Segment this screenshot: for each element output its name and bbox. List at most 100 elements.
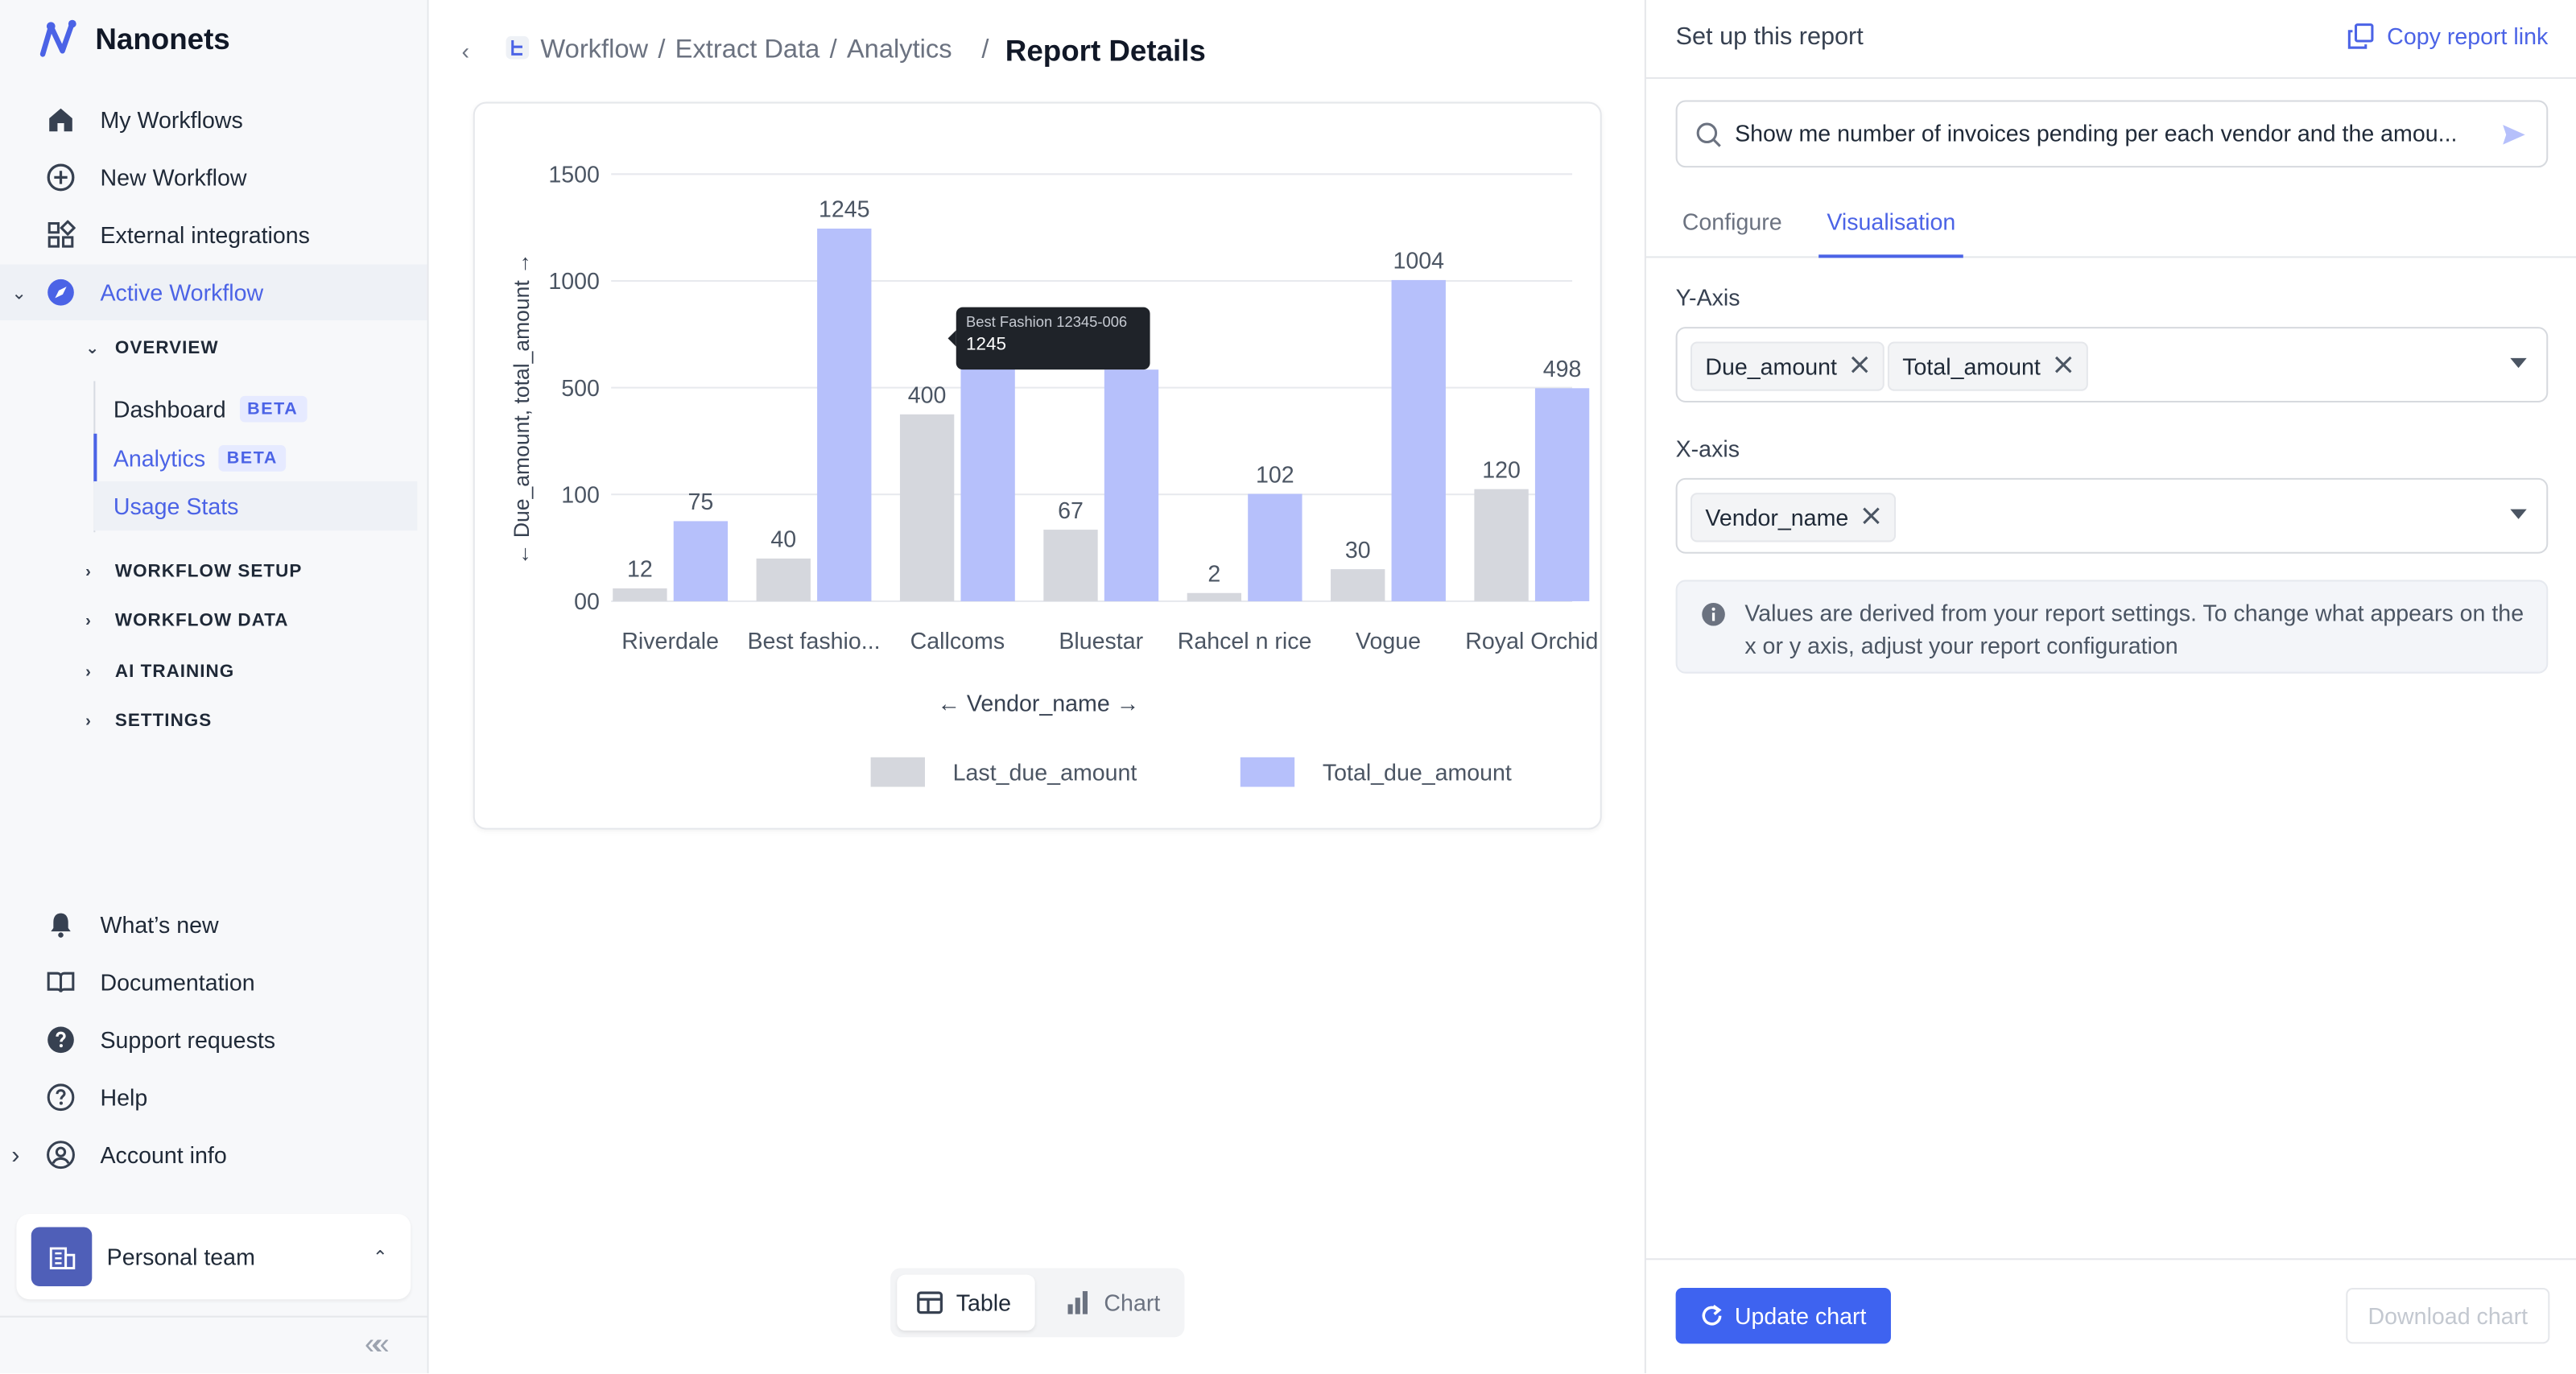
nav-label: My Workflows (100, 106, 243, 134)
query-text: Show me number of invoices pending per e… (1735, 119, 2458, 146)
legend-label: Last_due_amount (953, 760, 1137, 786)
bar-total-due-amount (817, 228, 872, 601)
chevron-down-icon: ⌄ (85, 339, 101, 357)
data-label: 498 (1543, 357, 1582, 382)
download-chart-label: Download chart (2368, 1302, 2529, 1330)
user-circle-icon (44, 1138, 77, 1171)
bar-total-due-amount (1104, 369, 1159, 601)
update-chart-button[interactable]: Update chart (1675, 1287, 1891, 1344)
breadcrumb-separator: / (658, 35, 666, 64)
y-tick-label: 1000 (548, 269, 600, 295)
x-tick-label: Vogue (1356, 629, 1421, 654)
send-icon[interactable] (2500, 122, 2527, 148)
nav-label: Help (100, 1083, 148, 1111)
compass-icon (44, 276, 77, 309)
sidebar-item-label: Usage Stats (113, 493, 239, 519)
tab-visualisation[interactable]: Visualisation (1818, 208, 1964, 258)
bar-total-due-amount (1534, 388, 1590, 601)
bar-last-due-amount (1331, 569, 1385, 601)
info-message: Values are derived from your report sett… (1744, 599, 2524, 659)
logo[interactable]: Nanonets (36, 16, 230, 62)
section-workflow-data[interactable]: › WORKFLOW DATA (0, 601, 427, 641)
nav-documentation[interactable]: Documentation (0, 955, 427, 1010)
nav-label: Account info (100, 1141, 227, 1169)
bar-last-due-amount (613, 588, 667, 601)
nav-account-info[interactable]: › Account info (0, 1127, 427, 1182)
y-axis-select[interactable]: Due_amount Total_amount (1675, 327, 2549, 402)
table-view-button[interactable]: Table (897, 1274, 1035, 1331)
nav-help[interactable]: Help (0, 1070, 427, 1125)
sidebar-item-usage-stats[interactable]: Usage Stats (93, 481, 418, 531)
data-label: 75 (688, 489, 714, 515)
y-axis-chip: Due_amount (1690, 341, 1885, 391)
x-axis-title: ← Vendor_name → (937, 691, 1139, 717)
team-switcher[interactable]: Personal team ⌃ (16, 1214, 411, 1300)
section-label: AI TRAINING (114, 662, 235, 682)
remove-chip-icon[interactable] (1850, 353, 1869, 380)
remove-chip-icon[interactable] (1862, 505, 1881, 531)
sidebar-item-dashboard[interactable]: Dashboard BETA (93, 385, 417, 434)
chart-card: 00 100 500 1000 1500 ← Due_amount, total_amou… (473, 101, 1602, 830)
bar-last-due-amount (1187, 592, 1242, 601)
nav-label: External integrations (100, 221, 310, 249)
refresh-icon (1702, 1305, 1722, 1326)
breadcrumb-item[interactable]: Extract Data (675, 35, 820, 64)
nav-whats-new[interactable]: What’s new (0, 897, 427, 952)
nav-my-workflows[interactable]: My Workflows (0, 92, 427, 147)
breadcrumb-separator: / (829, 35, 837, 64)
section-label: OVERVIEW (114, 338, 219, 358)
bar-chart: 00 100 500 1000 1500 ← Due_amount, total_amou… (510, 163, 1598, 787)
copy-icon (2347, 23, 2374, 49)
tooltip-label: Best Fashion 12345-006 (965, 313, 1128, 331)
chevron-down-icon[interactable]: ⌄ (11, 283, 27, 303)
nav-active-workflow[interactable]: ⌄ Active Workflow (0, 264, 427, 320)
query-input[interactable]: Show me number of invoices pending per e… (1675, 100, 2549, 168)
data-label: 400 (908, 383, 947, 409)
dropdown-arrow-icon[interactable] (2510, 357, 2527, 369)
sidebar-divider (0, 1315, 427, 1318)
breadcrumb-item[interactable]: Workflow (540, 35, 649, 64)
nav-new-workflow[interactable]: New Workflow (0, 150, 427, 205)
sidebar-item-label: Analytics (113, 445, 206, 472)
nav-label: New Workflow (100, 164, 247, 191)
nav-support-requests[interactable]: Support requests (0, 1012, 427, 1067)
x-tick-label: Bluestar (1059, 629, 1143, 654)
data-label: 12 (627, 557, 653, 583)
sidebar: Nanonets My Workflows New Workflow Exter… (0, 0, 429, 1374)
section-ai-training[interactable]: › AI TRAINING (0, 652, 427, 691)
chevron-up-icon: ⌃ (372, 1247, 388, 1268)
chevron-right-icon: › (85, 662, 92, 681)
bar-last-due-amount (1474, 489, 1529, 601)
sidebar-item-analytics[interactable]: Analytics BETA (93, 433, 417, 483)
chevron-right-icon: › (85, 712, 92, 731)
y-axis-chip: Total_amount (1887, 341, 2088, 391)
chip-label: Vendor_name (1705, 504, 1849, 531)
chevron-right-icon[interactable]: › (11, 1141, 20, 1170)
chart-view-button[interactable]: Chart (1045, 1275, 1176, 1331)
download-chart-button[interactable]: Download chart (2346, 1287, 2550, 1344)
copy-report-link-button[interactable]: Copy report link (2347, 23, 2548, 49)
data-label: 120 (1482, 457, 1521, 483)
data-label: 30 (1345, 538, 1371, 563)
nav-label: Active Workflow (100, 279, 264, 306)
team-name: Personal team (106, 1243, 255, 1270)
nav-external-integrations[interactable]: External integrations (0, 207, 427, 262)
breadcrumb-item[interactable]: Analytics (846, 35, 952, 64)
dropdown-arrow-icon[interactable] (2510, 509, 2527, 519)
section-workflow-setup[interactable]: › WORKFLOW SETUP (0, 552, 427, 592)
panel-title: Set up this report (1675, 23, 1864, 52)
x-axis-select[interactable]: Vendor_name (1675, 477, 2549, 554)
report-setup-panel: Set up this report Copy report link Show… (1644, 0, 2576, 1374)
section-overview[interactable]: ⌄ OVERVIEW (0, 328, 427, 368)
back-arrow-icon[interactable]: ‹ (461, 37, 469, 64)
x-tick-label: Royal Orchid (1465, 629, 1598, 654)
section-settings[interactable]: › SETTINGS (0, 701, 427, 741)
tab-configure[interactable]: Configure (1682, 208, 1782, 235)
panel-tabs: Configure Visualisation (1645, 189, 2576, 258)
view-toggle: Table Chart (890, 1268, 1185, 1338)
collapse-sidebar-icon[interactable]: «« (365, 1327, 390, 1360)
remove-chip-icon[interactable] (2054, 353, 2073, 380)
data-label: 1004 (1393, 249, 1444, 274)
nav-label: Documentation (100, 969, 255, 996)
help-circle-icon (44, 1023, 77, 1056)
